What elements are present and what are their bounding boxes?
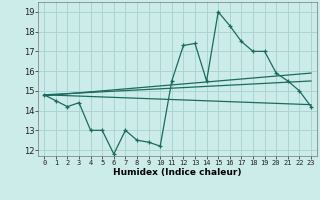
X-axis label: Humidex (Indice chaleur): Humidex (Indice chaleur) bbox=[113, 168, 242, 177]
